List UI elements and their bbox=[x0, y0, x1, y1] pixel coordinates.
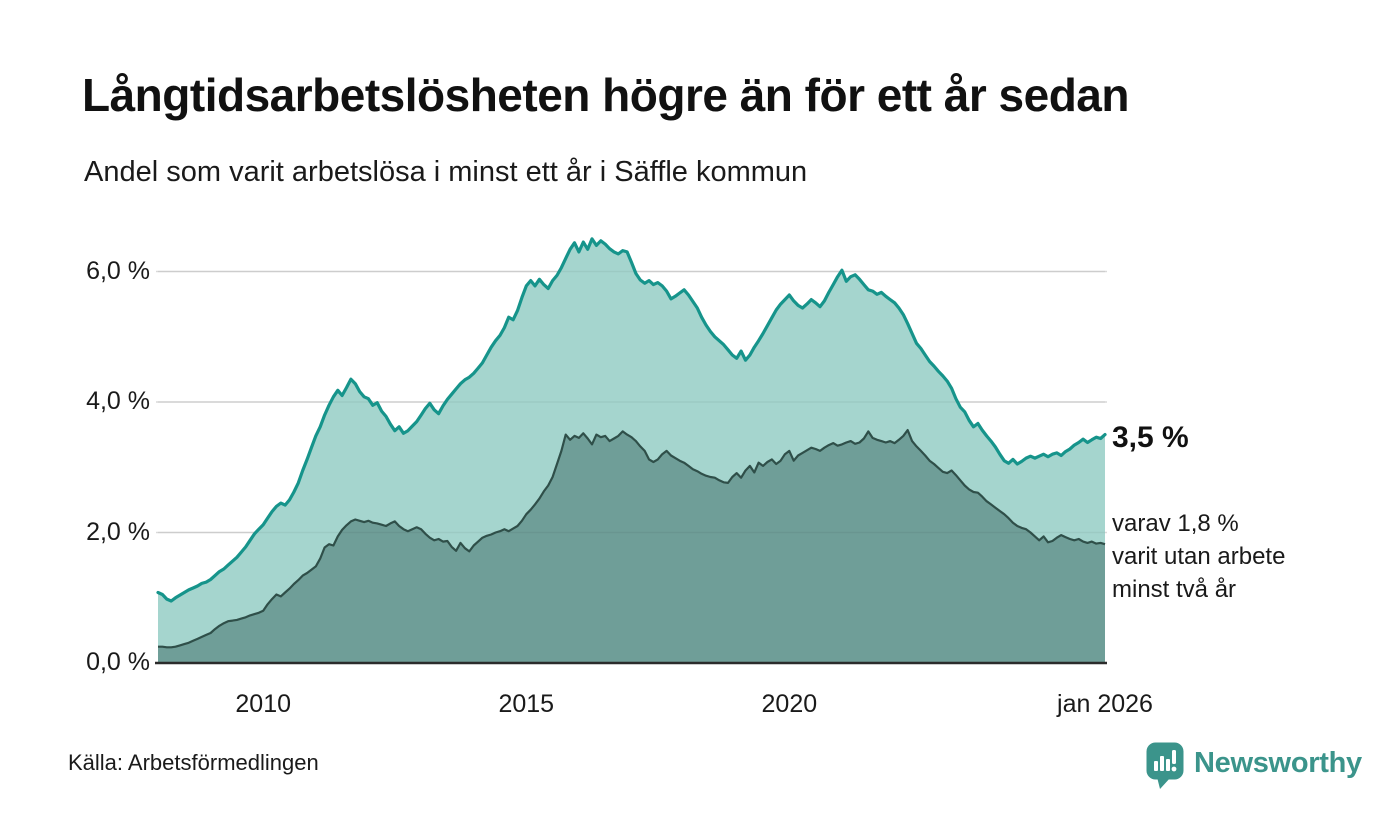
secondary-annotation-line: varav 1,8 % bbox=[1112, 510, 1239, 537]
secondary-annotation: varav 1,8 % varit utan arbete minst två … bbox=[1112, 507, 1285, 606]
x-tick-label: 2020 bbox=[761, 690, 818, 718]
newsworthy-wordmark: Newsworthy bbox=[1194, 747, 1362, 779]
x-tick-label: jan 2026 bbox=[1057, 690, 1153, 718]
y-tick-label: 6,0 % bbox=[86, 256, 150, 285]
secondary-annotation-line: minst två år bbox=[1112, 576, 1237, 603]
secondary-annotation-line: varit utan arbete bbox=[1112, 543, 1286, 570]
chart-title: Långtidsarbetslösheten högre än för ett … bbox=[82, 69, 1129, 121]
line-min-two-years bbox=[158, 429, 1106, 649]
newsworthy-logo: Newsworthy bbox=[1146, 742, 1362, 790]
line-min-one-year bbox=[156, 237, 1107, 603]
y-tick-label: 4,0 % bbox=[86, 387, 150, 415]
end-value-annotation: 3,5 % bbox=[1112, 421, 1189, 454]
newsworthy-icon bbox=[1146, 742, 1184, 789]
y-tick-label: 0,0 % bbox=[86, 648, 150, 676]
area-min-two-years bbox=[158, 430, 1105, 663]
chart-subtitle: Andel som varit arbetslösa i minst ett å… bbox=[84, 156, 808, 188]
y-tick-label: 2,0 % bbox=[86, 517, 150, 546]
x-tick-label: 2015 bbox=[498, 690, 555, 718]
source-label: Källa: Arbetsförmedlingen bbox=[68, 750, 319, 775]
x-tick-label: 2010 bbox=[235, 690, 292, 718]
